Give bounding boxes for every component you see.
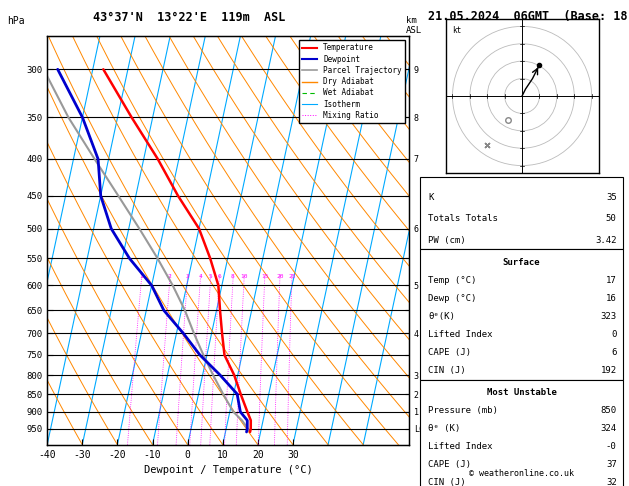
Text: θᵉ (K): θᵉ (K) [428, 424, 460, 433]
Text: 0: 0 [611, 330, 616, 339]
Text: CAPE (J): CAPE (J) [428, 348, 471, 357]
FancyBboxPatch shape [420, 249, 623, 380]
Text: 10: 10 [240, 274, 248, 279]
FancyBboxPatch shape [420, 380, 623, 486]
Legend: Temperature, Dewpoint, Parcel Trajectory, Dry Adiabat, Wet Adiabat, Isotherm, Mi: Temperature, Dewpoint, Parcel Trajectory… [299, 40, 405, 123]
Text: Surface: Surface [503, 258, 540, 267]
Text: CIN (J): CIN (J) [428, 366, 466, 375]
Text: 1: 1 [140, 274, 143, 279]
Text: 25: 25 [288, 274, 296, 279]
Text: 43°37'N  13°22'E  119m  ASL: 43°37'N 13°22'E 119m ASL [92, 11, 285, 24]
Text: Lifted Index: Lifted Index [428, 330, 493, 339]
Text: K: K [428, 192, 433, 202]
Text: 6: 6 [611, 348, 616, 357]
Text: PW (cm): PW (cm) [428, 236, 466, 245]
Text: 20: 20 [276, 274, 284, 279]
Text: Pressure (mb): Pressure (mb) [428, 406, 498, 415]
FancyBboxPatch shape [420, 177, 623, 249]
Text: 4: 4 [198, 274, 202, 279]
Text: kt: kt [452, 26, 462, 35]
Text: 21.05.2024  06GMT  (Base: 18): 21.05.2024 06GMT (Base: 18) [428, 10, 629, 23]
Text: 192: 192 [601, 366, 616, 375]
Text: 17: 17 [606, 276, 616, 285]
Text: Temp (°C): Temp (°C) [428, 276, 477, 285]
Text: -0: -0 [606, 442, 616, 451]
Text: Mixing Ratio (g/kg): Mixing Ratio (g/kg) [438, 216, 447, 312]
Text: 50: 50 [606, 214, 616, 224]
Text: Most Unstable: Most Unstable [486, 388, 557, 397]
Text: km
ASL: km ASL [406, 16, 422, 35]
Text: 5: 5 [209, 274, 213, 279]
X-axis label: Dewpoint / Temperature (°C): Dewpoint / Temperature (°C) [143, 465, 313, 475]
Text: 324: 324 [601, 424, 616, 433]
Text: 3.42: 3.42 [595, 236, 616, 245]
Text: 32: 32 [606, 478, 616, 486]
Text: Totals Totals: Totals Totals [428, 214, 498, 224]
Text: Lifted Index: Lifted Index [428, 442, 493, 451]
Text: © weatheronline.co.uk: © weatheronline.co.uk [469, 469, 574, 478]
Text: 850: 850 [601, 406, 616, 415]
Text: hPa: hPa [8, 16, 25, 26]
Text: 15: 15 [261, 274, 269, 279]
Text: 16: 16 [606, 294, 616, 303]
Text: CIN (J): CIN (J) [428, 478, 466, 486]
Text: 8: 8 [231, 274, 235, 279]
Text: 323: 323 [601, 312, 616, 321]
Text: 6: 6 [217, 274, 221, 279]
Text: 3: 3 [186, 274, 189, 279]
Text: 37: 37 [606, 460, 616, 469]
Text: Dewp (°C): Dewp (°C) [428, 294, 477, 303]
Text: 35: 35 [606, 192, 616, 202]
Text: θᵉ(K): θᵉ(K) [428, 312, 455, 321]
Text: 2: 2 [168, 274, 172, 279]
Text: CAPE (J): CAPE (J) [428, 460, 471, 469]
